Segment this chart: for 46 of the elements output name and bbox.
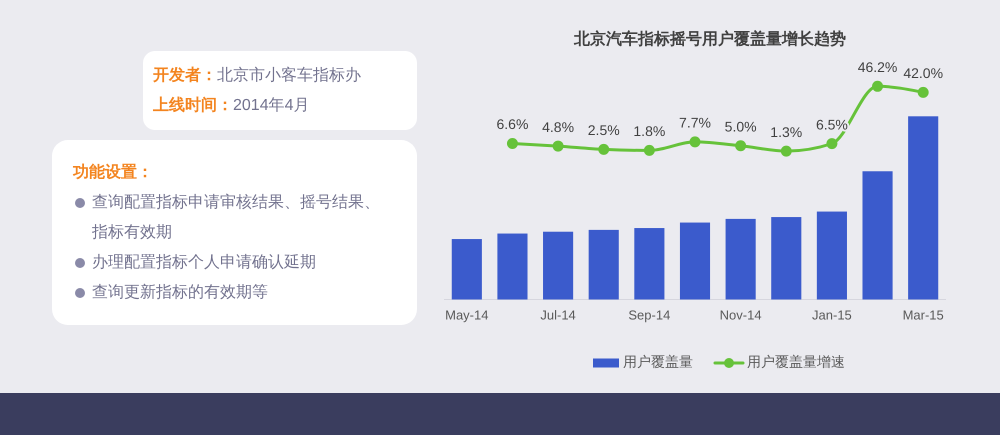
text: 功能设置： — [73, 162, 154, 183]
point — [780, 146, 792, 157]
legend-label: 用户覆盖量 — [623, 354, 693, 370]
chart-title: 北京汽车指标摇号用户覆盖量增长趋势 — [573, 29, 846, 48]
bar — [816, 212, 847, 300]
bar — [680, 222, 710, 300]
point — [690, 136, 700, 148]
point — [552, 140, 564, 152]
bar — [543, 232, 574, 300]
bar — [588, 230, 619, 300]
text: 查询配置指标申请审核结果、摇号结果、指标有效期 — [92, 194, 380, 241]
text: 开发者：北京市小客车指标办 — [153, 66, 362, 86]
data-label: 1.8% — [633, 123, 666, 140]
text: 办理配置指标个人申请确认延期 — [92, 254, 316, 271]
data-label: 2.5% — [588, 122, 620, 138]
bar — [634, 228, 664, 300]
data-label: 42.0% — [903, 65, 944, 82]
x-tick-label: Mar-15 — [902, 307, 944, 322]
x-tick-label: May-14 — [445, 307, 488, 322]
bar — [862, 171, 893, 300]
point — [598, 144, 610, 155]
x-tick-label: Jan-15 — [812, 307, 852, 322]
bar — [726, 218, 756, 300]
legend-label: 用户覆盖量增速 — [747, 354, 845, 370]
point — [506, 138, 518, 149]
point — [918, 86, 929, 98]
bar — [497, 234, 528, 300]
data-label: 6.6% — [496, 116, 528, 132]
point — [735, 140, 746, 152]
x-tick-label: Nov-14 — [720, 307, 762, 322]
x-tick-label: Jul-14 — [540, 307, 576, 322]
bar — [452, 239, 482, 300]
bar — [908, 116, 938, 300]
text: 上线时间：2014年4月 — [153, 96, 310, 116]
data-label: 5.0% — [724, 118, 757, 134]
bar — [771, 217, 802, 300]
point — [872, 80, 884, 92]
data-label: 46.2% — [858, 59, 898, 76]
data-label: 4.8% — [542, 118, 574, 135]
point — [826, 138, 838, 150]
point — [644, 144, 655, 156]
x-tick-label: Sep-14 — [628, 307, 670, 322]
data-label: 6.5% — [816, 116, 848, 132]
data-label: 7.7% — [679, 114, 711, 131]
data-label: 1.3% — [770, 124, 802, 140]
text: 查询更新指标的有效期等 — [92, 284, 268, 301]
